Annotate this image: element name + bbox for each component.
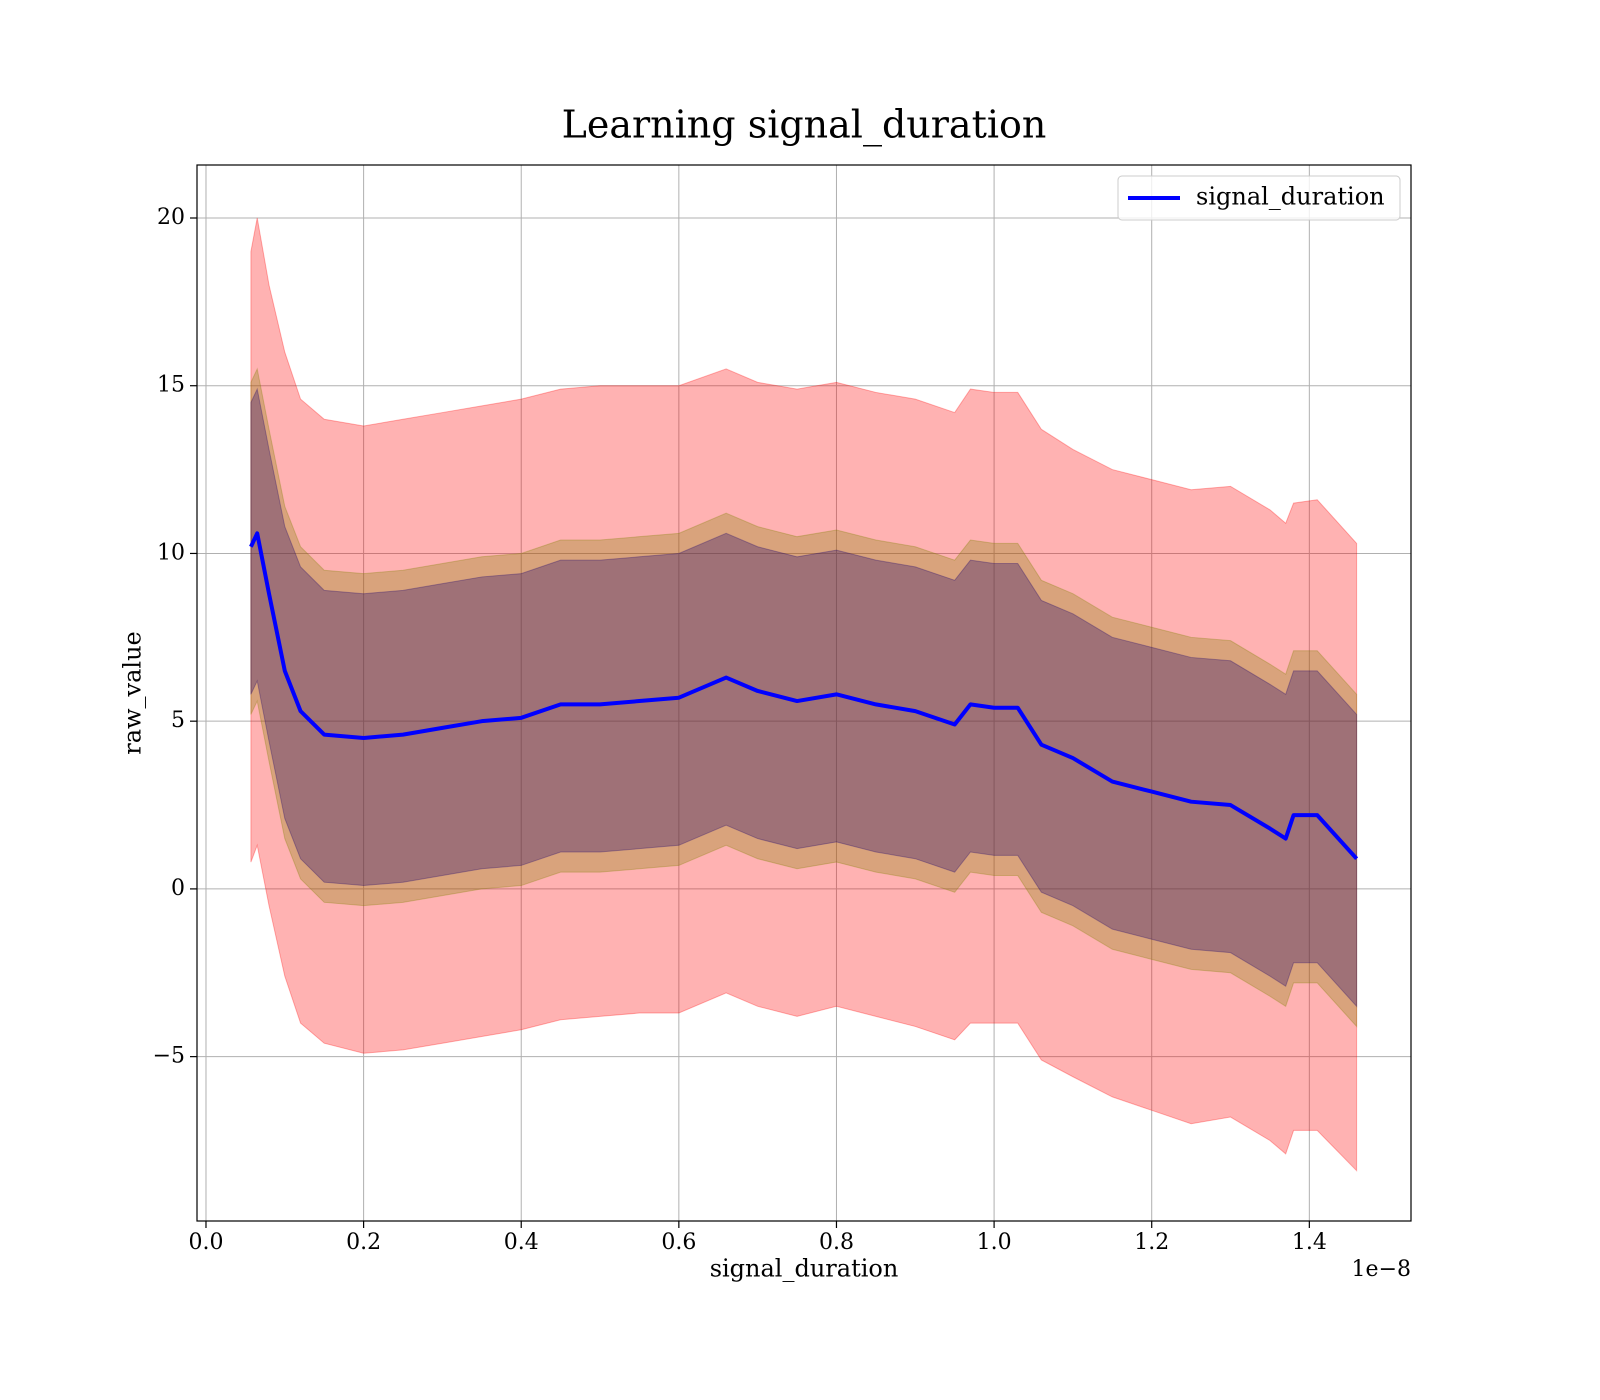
- legend-label: signal_duration: [1196, 183, 1385, 211]
- y-axis-label: raw_value: [119, 631, 147, 755]
- y-tick-label: 10: [157, 540, 185, 565]
- x-tick-label: 0.8: [819, 1230, 854, 1255]
- legend-box: [1117, 175, 1401, 221]
- x-offset-label: 1e−8: [1352, 1257, 1411, 1282]
- x-tick-label: 1.2: [1134, 1230, 1169, 1255]
- x-tick-label: 0.0: [188, 1230, 223, 1255]
- x-tick-label: 0.6: [661, 1230, 696, 1255]
- y-tick-label: 15: [157, 373, 185, 398]
- y-tick-label: 5: [171, 708, 185, 733]
- line: [249, 531, 1359, 861]
- x-tick-label: 1.0: [977, 1230, 1012, 1255]
- y-tick-label: 0: [171, 876, 185, 901]
- chart-title: Learning signal_duration: [562, 103, 1047, 148]
- x-axis-label: signal_duration: [710, 1255, 899, 1283]
- band: [250, 217, 1358, 1172]
- plot-frame: [196, 164, 1412, 1222]
- x-tick-label: 0.2: [346, 1230, 381, 1255]
- x-tick-label: 1.4: [1292, 1230, 1327, 1255]
- x-tick-label: 0.4: [504, 1230, 539, 1255]
- band: [250, 387, 1358, 1008]
- y-tick-label: 20: [157, 205, 185, 230]
- y-tick-label: −5: [153, 1044, 185, 1069]
- band: [250, 367, 1358, 1028]
